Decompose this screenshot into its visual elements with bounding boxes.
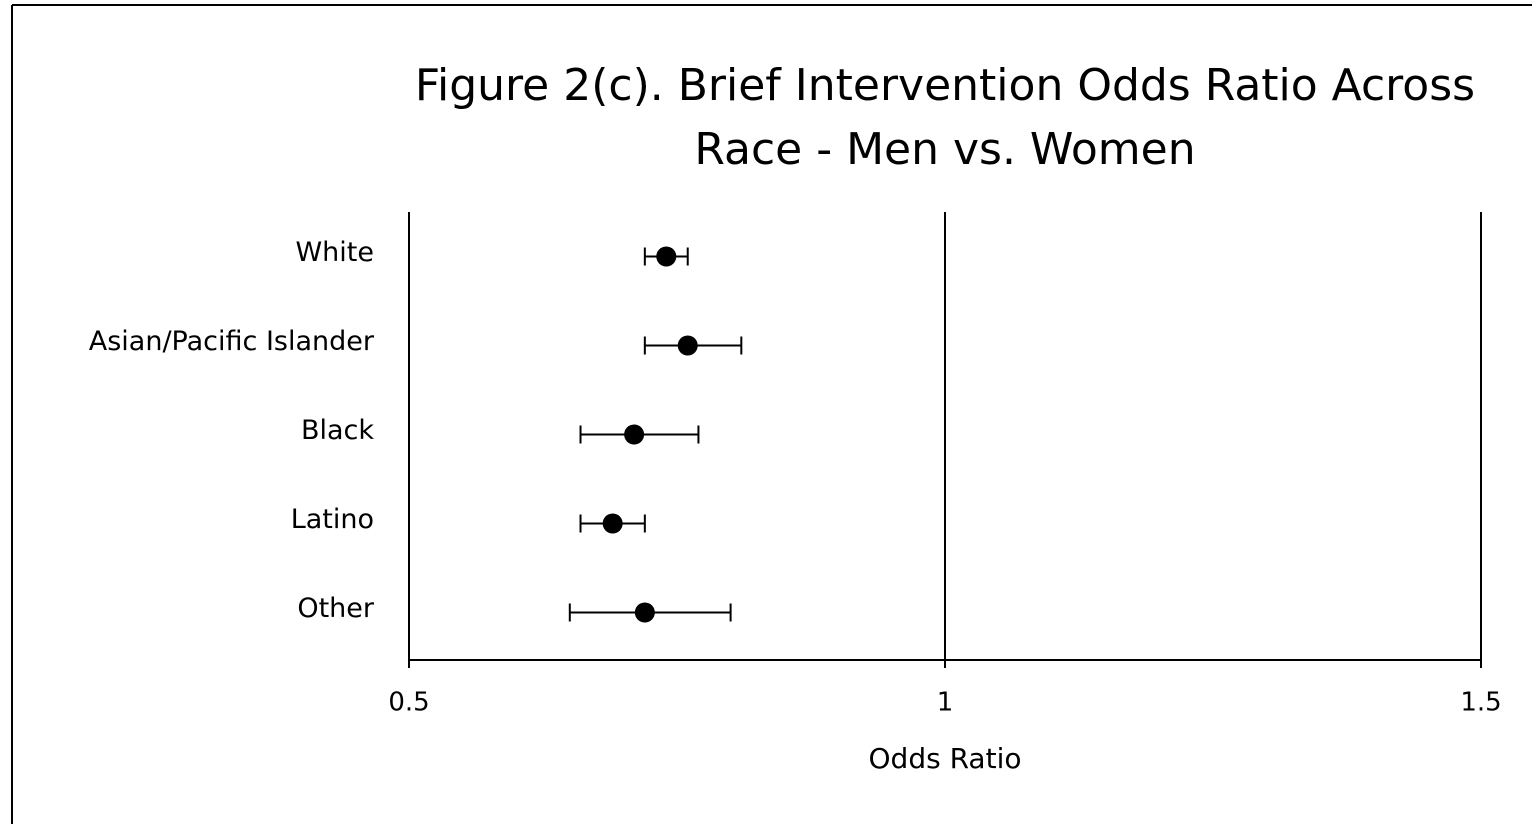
- chart-title: Figure 2(c). Brief Intervention Odds Rat…: [415, 60, 1475, 111]
- point: [677, 335, 698, 356]
- y-tick-label: Latino: [291, 504, 374, 535]
- point: [634, 602, 655, 623]
- x-tick-label: 0.5: [388, 688, 429, 718]
- point: [602, 513, 623, 534]
- x-tick-label: 1.5: [1460, 688, 1501, 718]
- y-tick-label: Asian/Pacific Islander: [89, 326, 375, 357]
- y-tick-label: Black: [301, 415, 374, 446]
- point: [624, 424, 645, 445]
- y-tick-label: White: [295, 237, 374, 268]
- y-tick-label: Other: [297, 593, 375, 624]
- x-tick-label: 1: [937, 688, 954, 718]
- point: [656, 246, 677, 267]
- chart-title: Race - Men vs. Women: [694, 124, 1195, 175]
- x-axis-label: Odds Ratio: [869, 742, 1022, 775]
